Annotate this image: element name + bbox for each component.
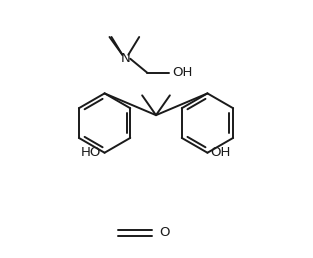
Text: OH: OH	[210, 146, 231, 159]
Text: HO: HO	[81, 146, 102, 159]
Text: OH: OH	[172, 66, 192, 79]
Text: N: N	[121, 52, 130, 65]
Text: O: O	[159, 226, 169, 239]
